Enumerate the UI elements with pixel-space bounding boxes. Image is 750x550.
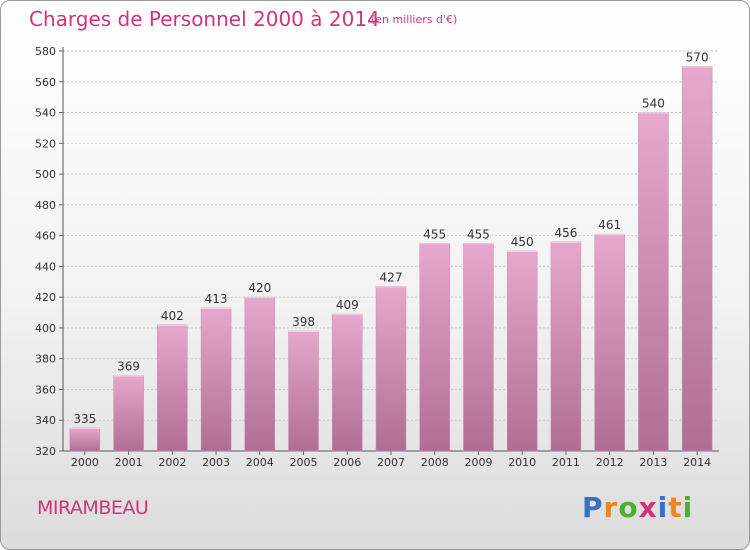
x-tick-label: 2000: [71, 456, 99, 469]
value-label: 409: [336, 298, 359, 312]
logo-letter: i: [682, 491, 694, 524]
chart-subtitle: (en milliers d'€): [371, 13, 458, 26]
value-label: 369: [117, 360, 140, 374]
bar-2014: [681, 66, 713, 452]
bar-2013: [638, 112, 669, 452]
value-label: 420: [248, 281, 271, 295]
y-tick-label: 560: [35, 76, 56, 89]
x-tick-label: 2008: [421, 456, 449, 469]
y-tick-label: 400: [35, 322, 56, 335]
bar-2007: [375, 286, 407, 452]
bar-2002: [157, 324, 188, 452]
bar-2001: [113, 375, 144, 452]
bar-2005: [288, 330, 319, 452]
value-label: 427: [380, 270, 403, 284]
x-tick-label: 2011: [552, 456, 580, 469]
value-label: 455: [467, 227, 490, 241]
logo-letter: i: [657, 491, 669, 524]
y-tick-label: 320: [35, 445, 56, 458]
bar-2008: [419, 243, 450, 452]
value-label: 455: [423, 227, 446, 241]
x-tick-label: 2002: [158, 456, 186, 469]
bar-2006: [332, 313, 363, 452]
value-label: 402: [161, 309, 184, 323]
value-label: 461: [598, 218, 621, 232]
logo-letter: t: [668, 491, 683, 524]
proxiti-logo: Proxiti: [582, 491, 693, 524]
y-tick-label: 460: [35, 230, 56, 243]
y-tick-label: 580: [35, 45, 56, 58]
value-label: 540: [642, 97, 665, 111]
bar-2011: [550, 241, 582, 452]
x-tick-label: 2012: [596, 456, 624, 469]
x-tick-label: 2005: [290, 456, 318, 469]
y-tick-label: 360: [35, 383, 56, 396]
bar-2003: [200, 307, 232, 452]
logo-letter: r: [603, 491, 619, 524]
y-tick-label: 500: [35, 168, 56, 181]
bar-2012: [594, 233, 625, 452]
y-tick-label: 340: [35, 414, 56, 427]
logo-letter: x: [638, 491, 658, 524]
x-tick-label: 2003: [202, 456, 230, 469]
value-label: 450: [511, 235, 534, 249]
x-tick-label: 2001: [115, 456, 143, 469]
commune-name: MIRAMBEAU: [37, 497, 149, 519]
value-label: 413: [205, 292, 228, 306]
value-label: 570: [686, 50, 709, 64]
y-tick-label: 440: [35, 260, 56, 273]
x-tick-label: 2009: [464, 456, 492, 469]
chart-title: Charges de Personnel 2000 à 2014: [29, 7, 380, 31]
value-label: 456: [554, 226, 577, 240]
x-tick-label: 2004: [246, 456, 274, 469]
y-tick-label: 420: [35, 291, 56, 304]
bar-2000: [69, 427, 101, 452]
y-tick-label: 540: [35, 107, 56, 120]
x-tick-label: 2010: [508, 456, 536, 469]
y-tick-label: 380: [35, 353, 56, 366]
bar-2004: [244, 296, 276, 452]
y-tick-label: 480: [35, 199, 56, 212]
x-tick-label: 2007: [377, 456, 405, 469]
bar-2010: [506, 250, 538, 452]
logo-letter: o: [618, 491, 639, 524]
y-tick-label: 520: [35, 137, 56, 150]
logo-letter: P: [582, 491, 604, 524]
value-label: 398: [292, 315, 315, 329]
bar-2009: [463, 243, 494, 452]
x-tick-label: 2013: [639, 456, 667, 469]
x-tick-label: 2014: [683, 456, 711, 469]
x-tick-label: 2006: [333, 456, 361, 469]
value-label: 335: [73, 412, 96, 426]
